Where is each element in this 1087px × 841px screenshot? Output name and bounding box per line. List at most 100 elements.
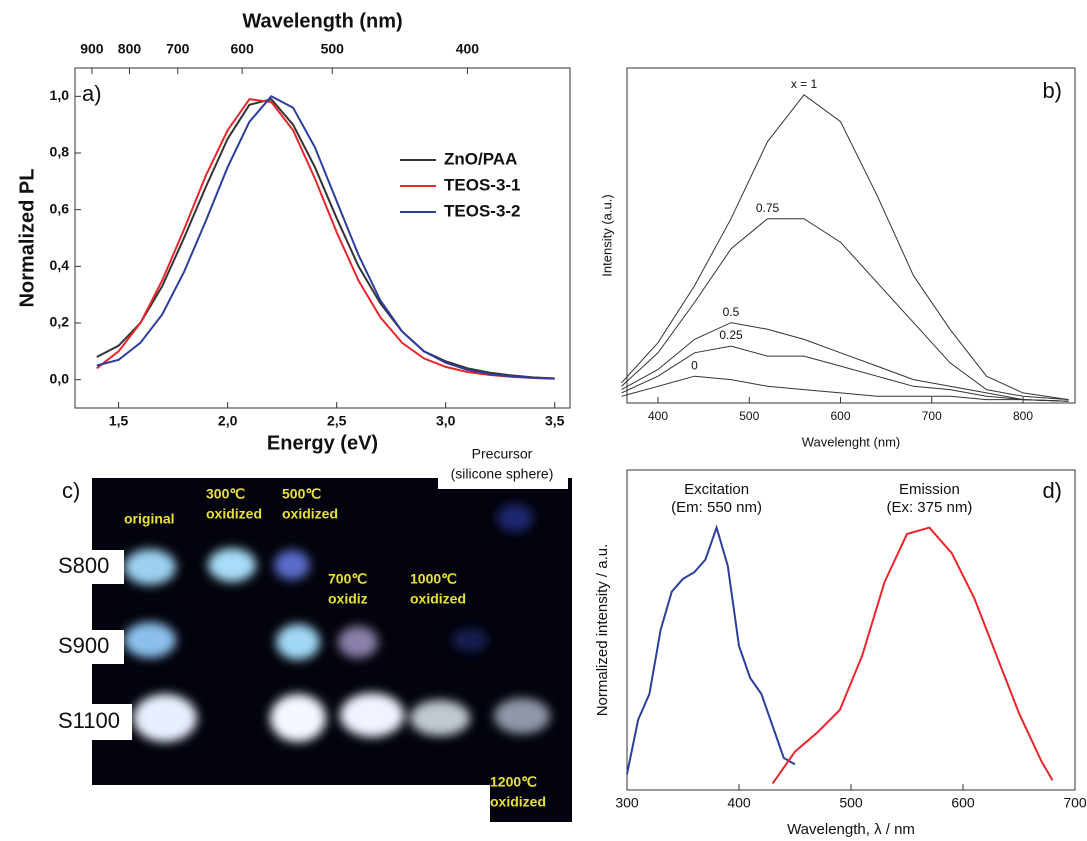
sample [124, 549, 176, 585]
x-tick-label: 700 [922, 409, 942, 423]
column-label: 300℃ [206, 486, 245, 502]
legend-label: TEOS-3-2 [444, 201, 521, 220]
chart-title: Wavelength (nm) [242, 10, 402, 32]
series-line [96, 98, 555, 380]
column-label: 1200℃ [490, 774, 537, 790]
x-tick-label: 3,5 [545, 413, 565, 429]
row-label-box [52, 550, 124, 584]
x2-tick-label: 600 [230, 41, 254, 57]
x-tick-label: 800 [1013, 409, 1033, 423]
curve-label: 0.25 [719, 328, 743, 342]
column-label: oxidiz [328, 591, 368, 607]
sample [338, 626, 378, 658]
x-tick-label: 700 [1063, 795, 1087, 811]
plot-frame [626, 67, 1076, 404]
column-label: oxidized [410, 591, 466, 607]
curve-label: 0.75 [756, 201, 780, 215]
photo-panel [52, 445, 572, 822]
column-label: oxidized [282, 506, 338, 522]
sample [124, 622, 176, 658]
sample [208, 548, 256, 582]
sample [494, 698, 550, 734]
sample [133, 694, 197, 742]
x-tick-label: 600 [951, 795, 975, 811]
x-tick-label: 600 [830, 409, 850, 423]
y-tick-label: 0,0 [50, 370, 70, 386]
series-line [771, 526, 1054, 785]
curve-label: 0.5 [723, 305, 740, 319]
x-tick-label: 500 [739, 409, 759, 423]
curve-label: 0 [691, 358, 698, 372]
x-tick-label: 400 [648, 409, 668, 423]
photo-extension [490, 760, 572, 822]
column-label: oxidized [206, 506, 262, 522]
y-tick-label: 0,4 [50, 257, 70, 273]
series-annotation-note: (Em: 550 nm) [671, 499, 762, 516]
x2-tick-label: 800 [118, 41, 142, 57]
series-line [621, 345, 1069, 402]
series-annotation: Excitation [684, 481, 749, 498]
sample [274, 550, 310, 580]
x-tick-label: 2,0 [218, 413, 238, 429]
sample [270, 694, 326, 742]
x2-tick-label: 400 [456, 41, 480, 57]
x-tick-label: 500 [839, 795, 863, 811]
x-axis-label: Wavelength, λ / nm [787, 821, 915, 838]
sample [497, 504, 533, 532]
x-tick-label: 400 [727, 795, 751, 811]
plot-frame [626, 469, 1076, 791]
sample [410, 700, 470, 736]
sample [276, 624, 320, 660]
panel-label: a) [82, 81, 102, 106]
x-tick-label: 3,0 [436, 413, 456, 429]
y-tick-label: 0,6 [50, 200, 70, 216]
sample-glows [124, 504, 550, 742]
y-axis-label: Normalized PL [16, 169, 38, 308]
x-tick-label: 300 [615, 795, 639, 811]
series-line [626, 524, 796, 775]
precursor-label: (silicone sphere) [451, 466, 554, 482]
column-label: oxidized [490, 794, 546, 810]
column-label: 700℃ [328, 571, 367, 587]
series-line [621, 94, 1069, 401]
sample [340, 693, 404, 737]
x2-tick-label: 500 [321, 41, 345, 57]
series-line [621, 218, 1069, 401]
series-line [621, 322, 1069, 402]
y-tick-label: 1,0 [50, 87, 70, 103]
row-label-box [52, 630, 124, 664]
precursor-box [438, 445, 568, 489]
x2-tick-label: 900 [80, 41, 104, 57]
plot-frame [74, 67, 571, 409]
y-axis-label: Intensity (a.u.) [599, 194, 614, 276]
row-label: S900 [58, 633, 109, 658]
row-label: S1100 [58, 708, 120, 733]
curve-label: x = 1 [791, 77, 818, 91]
y-axis-label: Normalized intensity / a.u. [594, 544, 611, 717]
x2-tick-label: 700 [166, 41, 190, 57]
column-label: 500℃ [282, 486, 321, 502]
row-label-box [52, 704, 132, 740]
y-tick-label: 0,2 [50, 314, 70, 330]
panel-label: c) [62, 478, 80, 503]
series-annotation: Emission [899, 481, 960, 498]
panel-label: b) [1042, 78, 1062, 103]
x-axis-label: Wavelenght (nm) [802, 434, 901, 449]
column-label: 1000℃ [410, 571, 457, 587]
series-line [621, 375, 1069, 402]
series-line [96, 98, 555, 380]
sample [452, 628, 488, 652]
legend-label: TEOS-3-1 [444, 175, 521, 194]
legend-label: ZnO/PAA [444, 149, 517, 168]
series-line [96, 95, 555, 380]
x-tick-label: 1,5 [109, 413, 129, 429]
y-tick-label: 0,8 [50, 144, 70, 160]
photo-labels: c) S800 S900 S1100 original 300℃ oxidized 500℃ o… [58, 446, 553, 810]
precursor-label: Precursor [472, 446, 533, 462]
series-annotation-note: (Ex: 375 nm) [886, 499, 972, 516]
column-label: original [124, 511, 175, 527]
panel-label: d) [1042, 478, 1062, 503]
x-tick-label: 2,5 [327, 413, 347, 429]
row-label: S800 [58, 553, 109, 578]
